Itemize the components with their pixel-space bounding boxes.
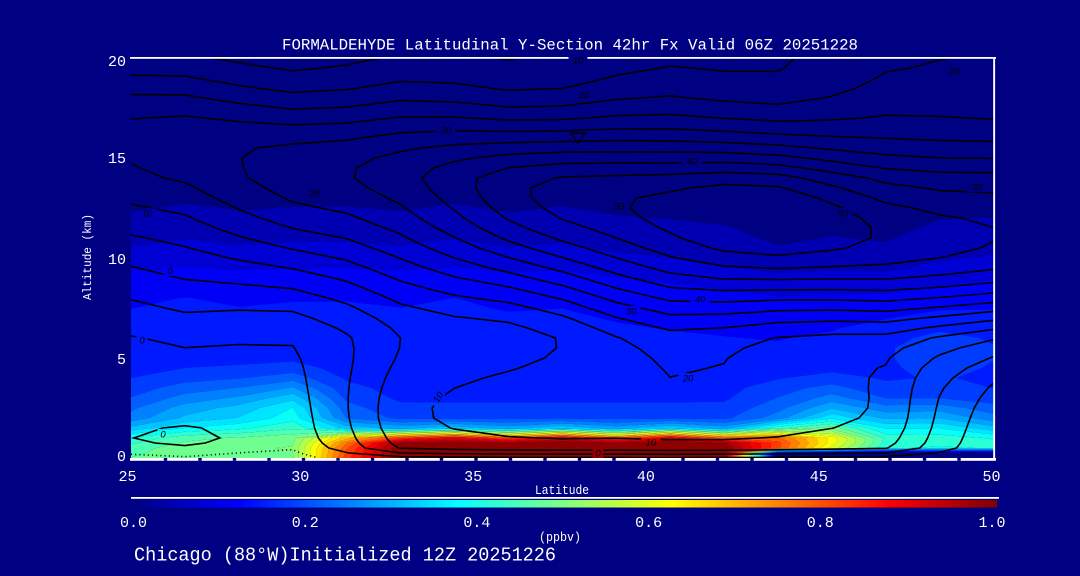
svg-text:25: 25: [118, 469, 136, 486]
svg-text:30: 30: [972, 183, 983, 194]
svg-text:0: 0: [117, 449, 126, 466]
svg-text:50: 50: [614, 202, 625, 213]
svg-text:35: 35: [464, 469, 482, 486]
svg-text:0: 0: [160, 430, 166, 441]
svg-text:0.4: 0.4: [463, 515, 490, 532]
svg-text:20: 20: [108, 54, 126, 71]
svg-text:0: 0: [139, 336, 145, 347]
svg-text:45: 45: [810, 469, 828, 486]
svg-text:20: 20: [682, 374, 694, 385]
svg-text:10: 10: [142, 209, 153, 220]
svg-text:50: 50: [838, 209, 849, 220]
svg-text:40: 40: [637, 469, 655, 486]
svg-text:10: 10: [108, 252, 126, 269]
svg-text:(ppbv): (ppbv): [539, 530, 581, 545]
svg-text:5: 5: [117, 352, 126, 369]
svg-text:1.0: 1.0: [978, 515, 1005, 532]
svg-text:30: 30: [626, 307, 637, 318]
svg-text:20: 20: [308, 189, 320, 200]
svg-text:0.6: 0.6: [635, 515, 662, 532]
svg-text:10: 10: [573, 56, 584, 67]
svg-text:30: 30: [441, 126, 452, 137]
svg-text:0.8: 0.8: [807, 515, 834, 532]
svg-text:FORMALDEHYDE Latitudinal Y-Sec: FORMALDEHYDE Latitudinal Y-Section 42hr …: [282, 37, 858, 55]
svg-text:0.0: 0.0: [120, 515, 147, 532]
svg-text:0.2: 0.2: [292, 515, 319, 532]
svg-text:10: 10: [646, 438, 657, 449]
svg-text:40: 40: [687, 157, 698, 168]
svg-text:40: 40: [695, 295, 706, 306]
svg-text:15: 15: [108, 151, 126, 168]
svg-text:0: 0: [167, 267, 173, 278]
svg-text:50: 50: [982, 469, 1000, 486]
svg-text:0: 0: [595, 449, 601, 460]
svg-text:20: 20: [948, 67, 960, 78]
svg-text:20: 20: [578, 91, 590, 102]
svg-text:30: 30: [291, 469, 309, 486]
svg-text:Chicago (88°W)Initialized 12Z: Chicago (88°W)Initialized 12Z 20251226: [134, 545, 556, 567]
svg-text:Altitude (km): Altitude (km): [81, 214, 95, 300]
svg-text:Latitude: Latitude: [535, 483, 589, 498]
